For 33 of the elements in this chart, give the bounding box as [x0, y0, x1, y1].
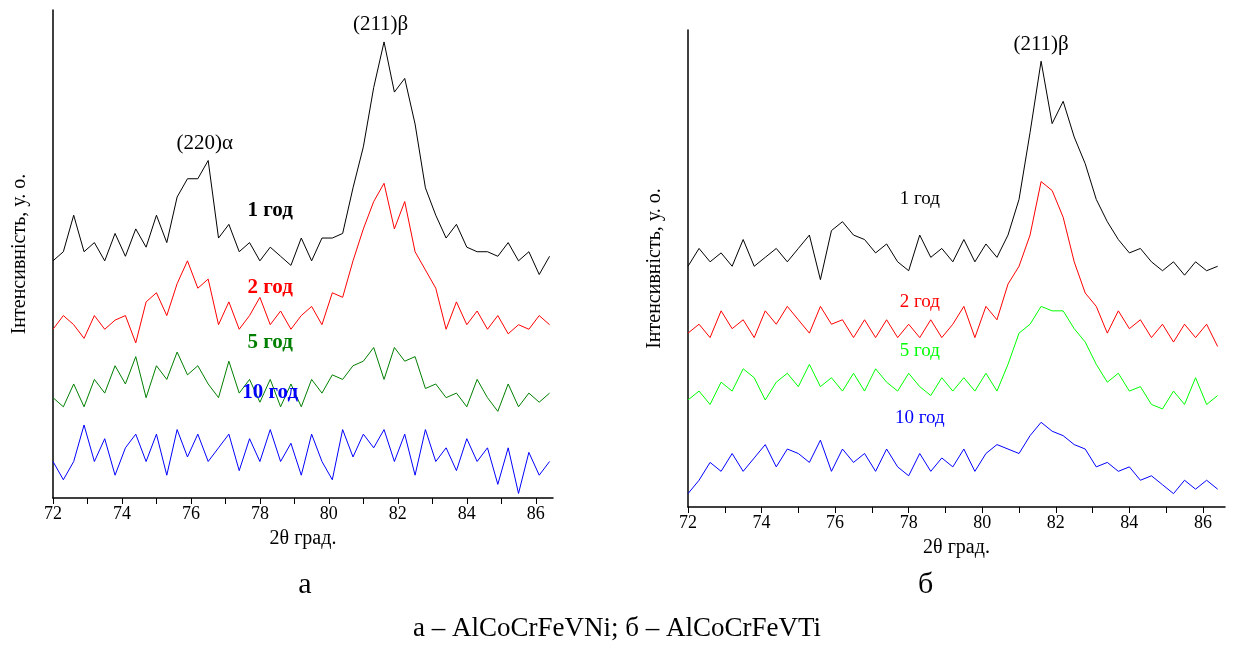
series-label: 5 год [247, 328, 294, 353]
x-axis-title: 2θ град. [923, 534, 990, 558]
series-label: 2 год [899, 289, 941, 311]
x-axis-title: 2θ град. [269, 525, 337, 549]
x-tick-label: 86 [1193, 512, 1212, 532]
x-tick-label: 82 [1046, 512, 1065, 532]
x-tick-label: 76 [826, 512, 845, 532]
annotation: (211)β [352, 11, 409, 36]
x-tick-label: 82 [388, 503, 407, 523]
annotation: (220)α [176, 130, 233, 154]
x-tick-label: 76 [181, 503, 200, 523]
x-tick-label: 74 [752, 512, 771, 532]
x-tick-label: 78 [899, 512, 918, 532]
y-axis-title: Інтенсивність, у. о. [642, 188, 665, 349]
annotation: (211)β [1013, 30, 1069, 55]
x-tick-label: 84 [457, 503, 476, 523]
series-label: 1 год [247, 196, 294, 221]
series-label: 2 год [247, 274, 294, 299]
x-tick-label: 86 [526, 503, 545, 523]
x-tick-label: 74 [112, 503, 131, 523]
text: а – AlCoCrFeVNi; б – AlCoCrFeVTi [411, 612, 822, 643]
x-tick-label: 78 [250, 503, 269, 523]
text: а [298, 565, 312, 599]
x-tick-label: 72 [44, 503, 62, 523]
x-tick-label: 84 [1120, 512, 1139, 532]
x-tick-label: 80 [319, 503, 338, 523]
x-tick-label: 72 [679, 512, 697, 532]
series-label: 1 год [899, 187, 941, 209]
series-label: 5 год [899, 338, 941, 360]
x-tick-label: 80 [973, 512, 992, 532]
y-axis-title: Інтенсивність, у. о. [7, 173, 30, 335]
series-label: 10 год [894, 405, 945, 427]
text: б [917, 565, 934, 599]
